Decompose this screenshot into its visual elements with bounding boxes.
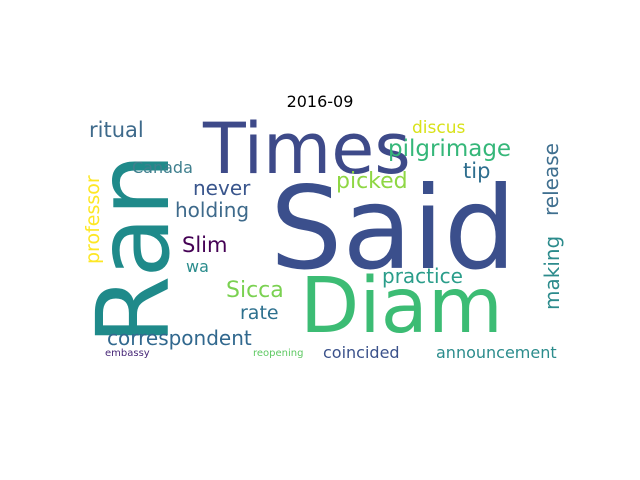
word-times: Times	[203, 108, 411, 190]
word-coincided: coincided	[323, 343, 400, 362]
word-discus: discus	[412, 118, 466, 138]
word-sicca: Sicca	[226, 278, 284, 303]
word-slim: Slim	[182, 233, 228, 257]
word-release: release	[539, 143, 563, 216]
word-picked: picked	[336, 169, 408, 194]
word-ritual: ritual	[89, 118, 144, 142]
word-pilgrimage: pilgrimage	[388, 136, 512, 162]
word-diam: Diam	[300, 262, 503, 351]
word-practice: practice	[382, 264, 463, 288]
word-embassy: embassy	[105, 348, 150, 359]
word-holding: holding	[175, 198, 250, 222]
word-correspondent: correspondent	[107, 326, 252, 350]
word-rate: rate	[240, 302, 279, 324]
word-professor: professor	[82, 175, 104, 264]
word-never: never	[193, 176, 251, 200]
word-announcement: announcement	[436, 343, 557, 362]
word-cloud: Said Ran Diam Times pilgrimage correspon…	[75, 114, 564, 362]
word-said: Said	[270, 162, 517, 295]
chart-title: 2016-09	[286, 92, 354, 111]
word-making: making	[540, 235, 564, 310]
word-reopening: reopening	[253, 348, 304, 359]
word-wa: wa	[186, 257, 209, 276]
word-canada: Canada	[132, 158, 193, 177]
word-tip: tip	[463, 159, 491, 183]
